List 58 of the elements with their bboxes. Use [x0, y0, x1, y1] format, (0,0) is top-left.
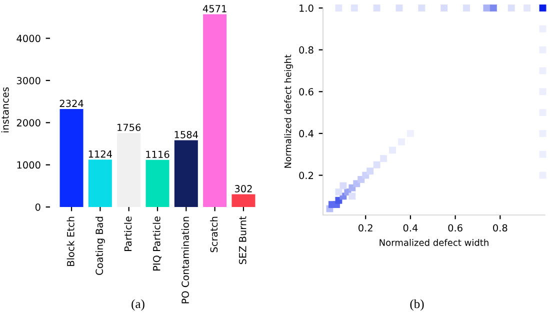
- y-axis-title: instances: [1, 87, 9, 132]
- point: [340, 182, 347, 190]
- y-tick-label: 4000: [16, 34, 40, 42]
- bar: [117, 132, 141, 207]
- x-tick-label: PO Contamination: [181, 216, 189, 304]
- x-tick-label: Scratch: [210, 216, 218, 252]
- point: [373, 4, 380, 12]
- data-label: 1124: [88, 150, 112, 158]
- y-axis-title: Normalized defect height: [284, 54, 293, 168]
- x-tick-label: Particle: [124, 216, 132, 251]
- point: [463, 4, 470, 12]
- y-tick-label: 3000: [16, 76, 40, 84]
- x-tick-label: 0.8: [493, 224, 508, 232]
- x-tick-label: Block Etch: [66, 216, 74, 266]
- data-label: 302: [234, 185, 252, 192]
- x-axis-title: Normalized defect width: [380, 238, 488, 246]
- x-tick-label: 0.6: [448, 224, 462, 232]
- y-tick-label: 1000: [17, 161, 40, 169]
- x-tick-label: PIQ Particle: [152, 216, 162, 270]
- y-tick-label: 0: [35, 203, 40, 211]
- bar: [232, 194, 256, 207]
- data-label: 2324: [60, 100, 84, 108]
- point: [490, 4, 497, 12]
- y-tick-label: 0.4: [299, 130, 314, 138]
- data-label: 1584: [174, 130, 198, 138]
- bar: [88, 160, 112, 207]
- y-tick-label: 2000: [16, 119, 40, 126]
- point: [373, 161, 380, 168]
- text: (b): [410, 299, 424, 311]
- bar: [60, 108, 84, 207]
- point: [440, 4, 448, 12]
- y-tick-label: 1.0: [300, 4, 314, 12]
- data-label: 4571: [202, 5, 226, 12]
- text: (a): [132, 299, 144, 311]
- bar: [174, 140, 198, 207]
- point: [418, 4, 426, 12]
- x-tick-label: Coating Bad: [95, 216, 105, 275]
- data-label: 1116: [146, 150, 170, 158]
- point: [508, 4, 515, 12]
- point: [366, 168, 374, 175]
- data-label: 1756: [118, 124, 141, 132]
- point: [335, 4, 342, 12]
- x-tick-label: 0.4: [403, 224, 418, 232]
- bar: [203, 14, 227, 207]
- point: [396, 4, 403, 12]
- point: [350, 4, 358, 12]
- y-tick-label: 0.8: [299, 46, 314, 54]
- y-tick-label: 0.6: [299, 88, 314, 96]
- bar: [146, 160, 170, 207]
- point: [539, 4, 546, 12]
- y-tick-label: 0.2: [299, 172, 313, 180]
- point: [380, 155, 388, 162]
- point: [348, 192, 356, 200]
- point: [524, 4, 531, 12]
- x-tick-label: SEZ Burnt: [238, 216, 246, 264]
- point: [483, 4, 490, 12]
- point: [335, 188, 342, 196]
- x-tick-label: 0.2: [358, 224, 372, 232]
